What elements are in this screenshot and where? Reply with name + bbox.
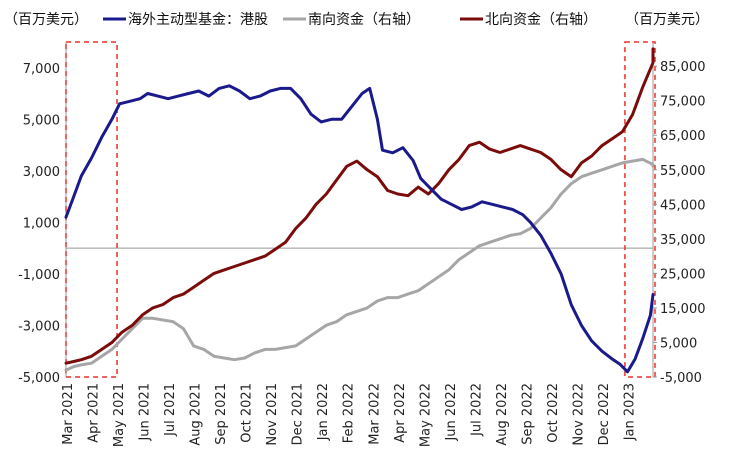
x-tick-label: Jan 2023 (622, 383, 637, 441)
right-tick-label: 85,000 (660, 60, 706, 75)
right-tick-label: 15,000 (660, 302, 706, 317)
x-tick-label: Mar 2022 (367, 383, 382, 445)
x-tick-label: Aug 2021 (189, 383, 204, 446)
left-tick-label: 1,000 (23, 216, 60, 231)
right-tick-label: 5,000 (660, 336, 697, 351)
x-tick-label: Jul 2021 (163, 383, 178, 437)
x-tick-label: Sep 2022 (520, 383, 535, 445)
x-tick-label: Nov 2021 (265, 383, 280, 446)
series-lines (64, 47, 655, 374)
x-tick-label: Nov 2022 (571, 383, 586, 446)
x-tick-label: Dec 2022 (597, 383, 612, 445)
highlight-boxes (65, 41, 656, 378)
x-tick-label: Jun 2021 (138, 383, 153, 442)
x-tick-label: Oct 2021 (240, 383, 255, 443)
left-tick-label: 3,000 (23, 165, 60, 180)
x-tick-label: Apr 2022 (393, 383, 408, 443)
series-line-hk-fund (64, 84, 655, 374)
right-tick-label: -5,000 (660, 371, 702, 386)
right-tick-label: 25,000 (660, 267, 706, 282)
x-tick-label: May 2021 (112, 383, 127, 447)
left-tick-label: -1,000 (18, 268, 60, 283)
legend-label-northbound: 北向资金（右轴） (485, 12, 597, 28)
x-tick-label: Jul 2022 (469, 383, 484, 437)
legend-label-hk-fund: 海外主动型基金：港股 (128, 11, 268, 28)
x-tick-label: Dec 2021 (291, 383, 306, 445)
right-tick-label: 45,000 (660, 198, 706, 213)
right-axis-ticks: 85,000 75,000 65,000 55,000 45,000 35,000 25,0… (653, 60, 706, 386)
left-tick-label: -3,000 (18, 319, 60, 334)
x-tick-label: Feb 2022 (342, 383, 357, 443)
left-tick-label: 7,000 (23, 62, 60, 77)
right-unit-label: （百万美元） (625, 12, 709, 28)
right-tick-label: 55,000 (660, 164, 706, 179)
x-tick-label: Mar 2021 (61, 383, 76, 445)
highlight-box-end (624, 41, 656, 378)
x-tick-label: Jun 2022 (444, 383, 459, 442)
axes (65, 42, 654, 377)
left-axis-ticks: 7,000 5,000 3,000 1,000 -1,000 -3,000 -5,000 (18, 62, 60, 386)
legend: （百万美元） 海外主动型基金：港股 南向资金（右轴） 北向资金（右轴） （百万美… (4, 11, 709, 28)
x-axis-ticks: Mar 2021 Apr 2021 May 2021 Jun 2021 Jul 2021… (61, 383, 637, 447)
left-unit-label: （百万美元） (4, 12, 88, 28)
left-tick-label: -5,000 (18, 371, 60, 386)
x-tick-label: Aug 2022 (495, 383, 510, 446)
highlight-box-start (65, 41, 118, 378)
series-line-southbound (64, 157, 655, 372)
right-tick-label: 35,000 (660, 233, 706, 248)
legend-label-southbound: 南向资金（右轴） (308, 12, 420, 28)
series-line-northbound (64, 47, 655, 365)
x-tick-label: Sep 2021 (214, 383, 229, 445)
x-tick-label: Apr 2021 (87, 383, 102, 443)
x-tick-label: Jan 2022 (316, 383, 331, 441)
x-tick-label: May 2022 (418, 383, 433, 447)
right-tick-label: 75,000 (660, 95, 706, 110)
x-tick-label: Oct 2022 (546, 383, 561, 443)
left-tick-label: 5,000 (23, 113, 60, 128)
right-tick-label: 65,000 (660, 129, 706, 144)
